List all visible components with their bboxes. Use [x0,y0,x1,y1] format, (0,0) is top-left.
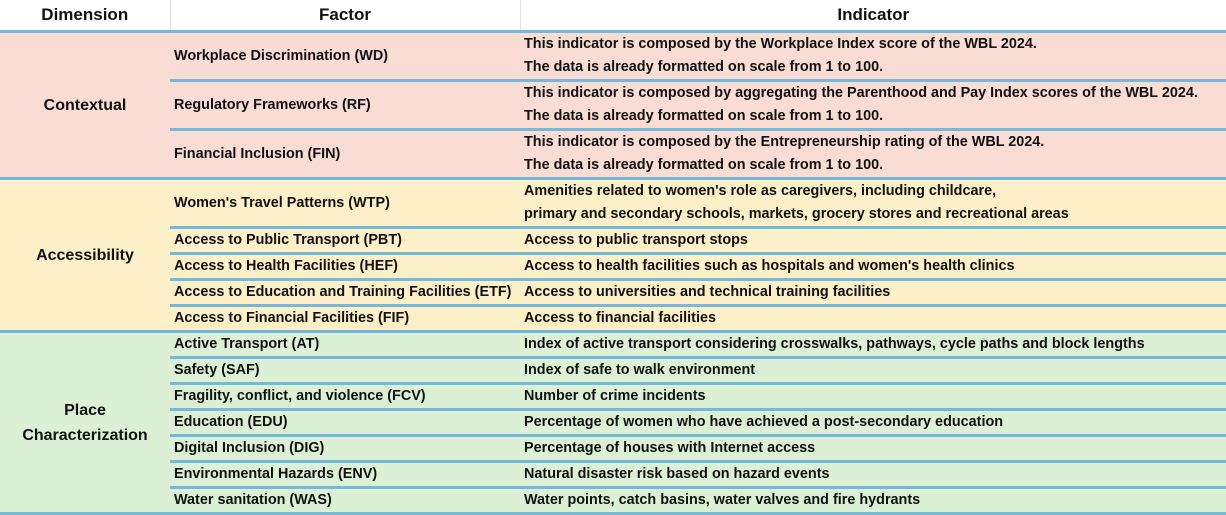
indicator-cell: Water points, catch basins, water valves… [520,487,1226,515]
table-row: Contextual Workplace Discrimination (WD)… [0,31,1226,180]
table-row: Fragility, conflict, and violence (FCV) … [0,383,1226,411]
indicator-line: This indicator is composed by the Entrep… [524,134,1045,150]
indicator-line: Amenities related to women's role as car… [524,183,997,199]
indicator-line: The data is already formatted on scale f… [524,108,884,124]
table-row: Access to Health Facilities (HEF) Access… [0,253,1226,281]
table-row: Environmental Hazards (ENV) Natural disa… [0,461,1226,489]
factor-cell: Access to Public Transport (PBT) [170,227,520,255]
header-dimension: Dimension [0,0,171,33]
indicator-line: The data is already formatted on scale f… [524,157,884,173]
indicator-line: The data is already formatted on scale f… [524,59,884,75]
indicator-cell: Access to health facilities such as hosp… [520,253,1226,281]
indicator-cell: Access to financial facilities [520,305,1226,333]
indicator-cell: Access to universities and technical tra… [520,279,1226,307]
indicator-cell: Index of active transport considering cr… [520,331,1226,359]
header-indicator: Indicator [520,0,1226,33]
factor-cell: Digital Inclusion (DIG) [170,435,520,463]
table-row: Access to Education and Training Facilit… [0,279,1226,307]
table-row: Digital Inclusion (DIG) Percentage of ho… [0,435,1226,463]
table-row: Access to Financial Facilities (FIF) Acc… [0,305,1226,333]
table-row: Education (EDU) Percentage of women who … [0,409,1226,437]
table-row: Water sanitation (WAS) Water points, cat… [0,487,1226,515]
factor-cell: Water sanitation (WAS) [170,487,520,515]
indicator-cell: Amenities related to women's role as car… [520,178,1226,229]
factor-cell: Fragility, conflict, and violence (FCV) [170,383,520,411]
factor-cell: Women's Travel Patterns (WTP) [170,178,520,229]
table-row: Access to Public Transport (PBT) Access … [0,227,1226,255]
dimension-contextual: Contextual [0,31,170,180]
header-factor: Factor [170,0,521,33]
indicator-cell: Percentage of women who have achieved a … [520,409,1226,437]
table-row: Accessibility Women's Travel Patterns (W… [0,178,1226,333]
factor-cell: Access to Health Facilities (HEF) [170,253,520,281]
table-row: Place Characterization Active Transport … [0,331,1226,515]
dimension-place-characterization: Place Characterization [0,331,170,515]
indicator-cell: This indicator is composed by the Entrep… [520,129,1226,180]
indicator-cell: This indicator is composed by the Workpl… [520,31,1226,82]
dimension-line: Place [64,401,106,419]
factor-cell: Active Transport (AT) [170,331,520,359]
indicator-cell: Percentage of houses with Internet acces… [520,435,1226,463]
indicator-line: This indicator is composed by aggregatin… [524,85,1198,101]
factor-cell: Access to Education and Training Facilit… [170,279,520,307]
table-row: Financial Inclusion (FIN) This indicator… [0,129,1226,180]
factor-cell: Access to Financial Facilities (FIF) [170,305,520,333]
indicator-cell: This indicator is composed by aggregatin… [520,80,1226,131]
table-row: Regulatory Frameworks (RF) This indicato… [0,80,1226,131]
factor-cell: Education (EDU) [170,409,520,437]
factor-cell: Regulatory Frameworks (RF) [170,80,520,131]
indicator-cell: Number of crime incidents [520,383,1226,411]
table-header-row: Dimension Factor Indicator [0,0,1226,33]
table-row: Safety (SAF) Index of safe to walk envir… [0,357,1226,385]
indicator-cell: Index of safe to walk environment [520,357,1226,385]
indicator-line: This indicator is composed by the Workpl… [524,36,1037,52]
dimension-accessibility: Accessibility [0,178,170,333]
indicator-line: primary and secondary schools, markets, … [524,206,1069,222]
indicator-cell: Natural disaster risk based on hazard ev… [520,461,1226,489]
indicator-cell: Access to public transport stops [520,227,1226,255]
factor-cell: Environmental Hazards (ENV) [170,461,520,489]
factor-cell: Safety (SAF) [170,357,520,385]
factor-cell: Financial Inclusion (FIN) [170,129,520,180]
factor-cell: Workplace Discrimination (WD) [170,31,520,82]
dimension-line: Characterization [22,426,148,444]
